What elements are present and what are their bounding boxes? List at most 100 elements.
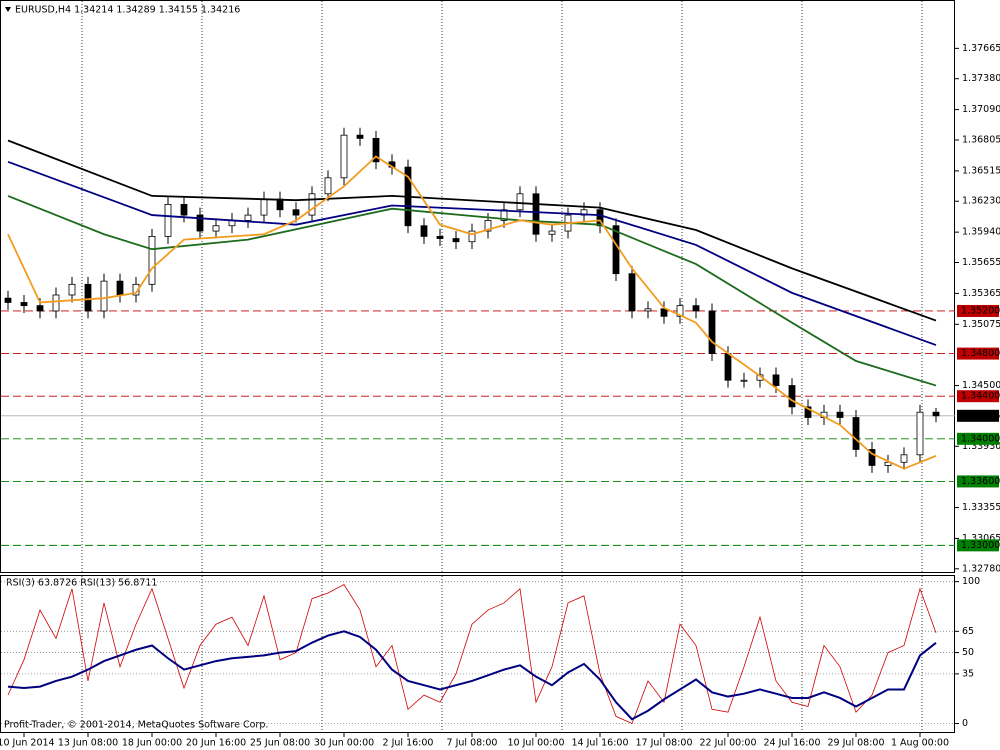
level-label: 1.33000	[961, 540, 1000, 551]
y-tick-label: 100	[962, 576, 980, 587]
last-price-box	[957, 409, 999, 422]
x-tick-label: 25 Jun 08:00	[250, 738, 310, 749]
moving-average	[7, 139, 937, 322]
rsi-line	[7, 583, 937, 725]
candle-body	[84, 283, 92, 312]
y-tick-label: 1.33065	[962, 533, 1000, 544]
candle-body	[740, 379, 748, 382]
candle-body	[836, 411, 844, 418]
candle-body	[196, 214, 204, 232]
x-tick-label: 17 Jul 08:00	[636, 738, 693, 749]
y-tick-label: 1.35365	[962, 288, 1000, 299]
y-tick-label: 1.35075	[962, 319, 1000, 330]
candle-body	[932, 411, 940, 417]
level-box	[957, 432, 999, 445]
candle-body	[164, 204, 172, 237]
moving-average	[7, 160, 937, 346]
main-panel	[0, 0, 955, 573]
candle-body	[692, 305, 700, 312]
x-tick-label: 22 Jul 00:00	[700, 738, 757, 749]
candle-body	[52, 294, 60, 312]
x-tick-label: 30 Jun 00:00	[314, 738, 374, 749]
candle-body	[532, 193, 540, 235]
candle-body	[148, 235, 156, 285]
y-tick-label: 1.36515	[962, 165, 1000, 176]
level-label: 1.33600	[961, 476, 1000, 487]
candle-body	[100, 280, 108, 312]
candle-body	[4, 297, 12, 303]
candle-body	[420, 225, 428, 237]
candle-body	[660, 308, 668, 317]
candle-body	[324, 177, 332, 195]
candle-body	[708, 310, 716, 354]
candle-body	[436, 235, 444, 239]
level-box	[957, 390, 999, 403]
candle-body	[356, 134, 364, 139]
candle-body	[116, 280, 124, 296]
candle-body	[852, 417, 860, 450]
y-tick-label: 1.37380	[962, 73, 1000, 84]
candle-body	[452, 238, 460, 243]
x-tick-label: 18 Jun 00:00	[122, 738, 182, 749]
y-tick-label: 1.32780	[962, 563, 1000, 574]
candle-body	[276, 198, 284, 211]
moving-average	[7, 155, 937, 470]
menu-arrow[interactable]	[5, 7, 11, 12]
x-tick-label: 1 Aug 00:00	[891, 738, 949, 749]
level-box	[957, 304, 999, 317]
candle-body	[292, 209, 300, 216]
candle-body	[772, 374, 780, 386]
candle-body	[68, 283, 76, 296]
candle-body	[372, 137, 380, 163]
candle-body	[340, 134, 348, 179]
rsi-line	[7, 630, 937, 721]
chart-title: EURUSD,H4 1.34214 1.34289 1.34155 1.3421…	[15, 5, 240, 16]
y-tick-label: 1.35655	[962, 257, 1000, 268]
x-tick-label: 7 Jul 08:00	[447, 738, 498, 749]
x-tick-label: 10 Jun 2014	[0, 738, 55, 749]
y-tick-label: 0	[962, 718, 968, 729]
candle-body	[724, 353, 732, 381]
x-tick-label: 29 Jul 08:00	[828, 738, 885, 749]
x-tick-label: 2 Jul 16:00	[383, 738, 434, 749]
candle-body	[500, 209, 508, 221]
copyright: Profit-Trader, © 2001-2014, MetaQuotes S…	[4, 720, 268, 731]
candle-body	[548, 230, 556, 235]
x-tick-label: 14 Jul 16:00	[572, 738, 629, 749]
rsi-panel	[0, 575, 955, 733]
candle-body	[916, 411, 924, 456]
y-tick-label: 1.37665	[962, 43, 1000, 54]
y-tick-label: 1.35940	[962, 227, 1000, 238]
candle-body	[804, 406, 812, 418]
candle-body	[628, 273, 636, 312]
y-tick-label: 35	[962, 668, 974, 679]
candle-body	[212, 225, 220, 232]
candle-body	[36, 305, 44, 312]
candle-body	[516, 193, 524, 211]
level-box	[957, 539, 999, 552]
y-tick-label: 1.34500	[962, 380, 1000, 391]
candle-body	[884, 461, 892, 466]
candle-body	[868, 449, 876, 466]
y-tick-label: 1.36230	[962, 196, 1000, 207]
y-tick-label: 65	[962, 626, 974, 637]
y-tick-label: 50	[962, 647, 974, 658]
y-tick-label: 1.37090	[962, 104, 1000, 115]
candle-body	[596, 209, 604, 227]
candle-body	[244, 214, 252, 221]
y-tick-label: 1.36805	[962, 134, 1000, 145]
candle-body	[900, 454, 908, 463]
candle-body	[484, 220, 492, 232]
candle-body	[260, 198, 268, 216]
candle-body	[308, 193, 316, 216]
level-label: 1.34000	[961, 433, 1000, 444]
last-price-label: 1.34216	[961, 410, 1000, 421]
x-tick-label: 24 Jul 16:00	[764, 738, 821, 749]
level-label: 1.34400	[961, 391, 1000, 402]
candle-body	[644, 308, 652, 312]
x-tick-label: 13 Jun 08:00	[58, 738, 118, 749]
candle-body	[468, 230, 476, 243]
candle-body	[788, 385, 796, 408]
